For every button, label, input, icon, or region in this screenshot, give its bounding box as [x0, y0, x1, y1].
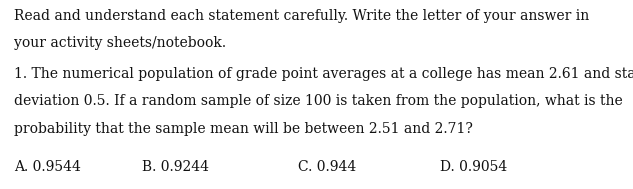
Text: D. 0.9054: D. 0.9054: [440, 160, 507, 174]
Text: B. 0.9244: B. 0.9244: [142, 160, 210, 174]
Text: probability that the sample mean will be between 2.51 and 2.71?: probability that the sample mean will be…: [14, 122, 473, 136]
Text: 1. The numerical population of grade point averages at a college has mean 2.61 a: 1. The numerical population of grade poi…: [14, 67, 633, 81]
Text: C. 0.944: C. 0.944: [298, 160, 356, 174]
Text: deviation 0.5. If a random sample of size 100 is taken from the population, what: deviation 0.5. If a random sample of siz…: [14, 94, 623, 108]
Text: A. 0.9544: A. 0.9544: [14, 160, 81, 174]
Text: your activity sheets/notebook.: your activity sheets/notebook.: [14, 36, 226, 50]
Text: Read and understand each statement carefully. Write the letter of your answer in: Read and understand each statement caref…: [14, 9, 589, 22]
